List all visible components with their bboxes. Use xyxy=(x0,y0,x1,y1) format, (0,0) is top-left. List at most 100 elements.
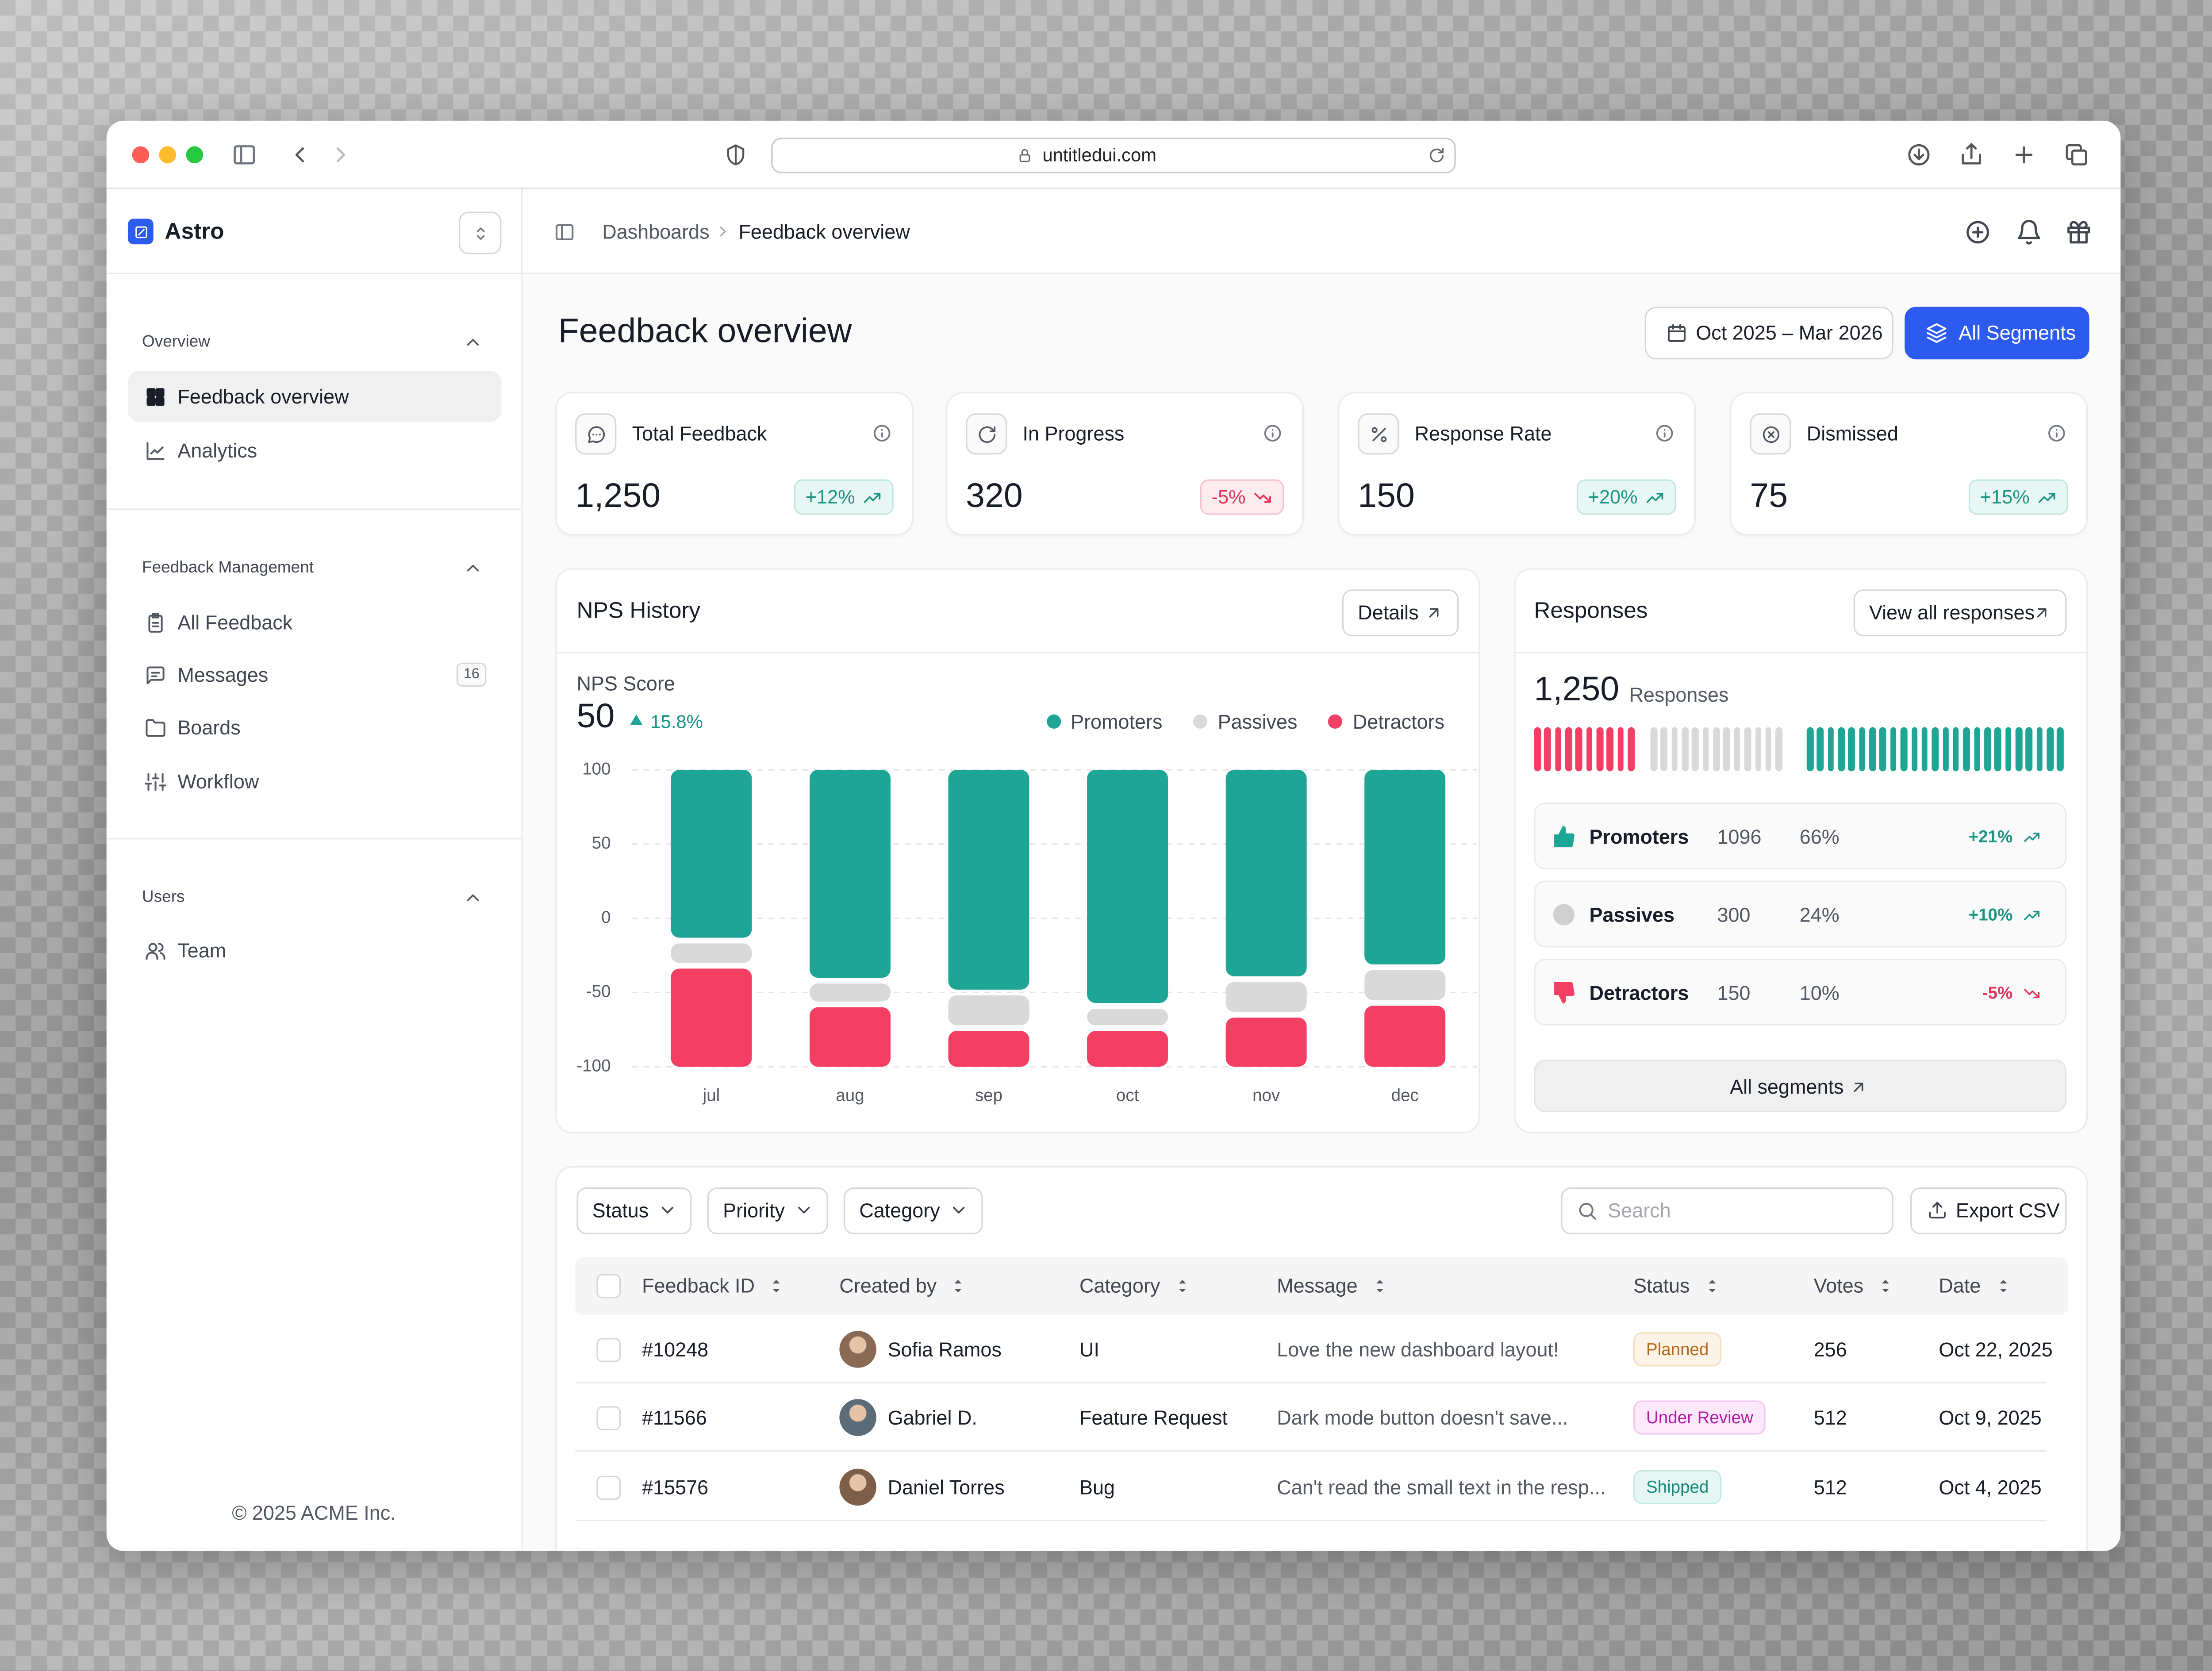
nav-icon-part xyxy=(145,718,165,736)
panel-toggle xyxy=(555,223,573,240)
response-tick xyxy=(1838,727,1845,772)
segment-icon-part xyxy=(1553,904,1575,926)
header-action[interactable] xyxy=(1964,218,1991,245)
nav-icon xyxy=(146,441,164,459)
legend-swatch xyxy=(1046,714,1061,729)
all-segments-button[interactable] xyxy=(1534,1060,2067,1112)
bar-segment xyxy=(1364,970,1446,1000)
legend-swatch xyxy=(1194,714,1208,729)
nav-icon-part xyxy=(154,387,164,396)
details-button[interactable] xyxy=(1342,589,1459,637)
browser-action xyxy=(2015,146,2033,164)
forward-part xyxy=(336,147,346,162)
column-header[interactable]: Date xyxy=(1939,1274,2013,1297)
response-tick xyxy=(1890,727,1897,772)
status-badge: Under Review xyxy=(1633,1400,1766,1435)
filter-label: Status xyxy=(592,1199,649,1222)
bar-segment xyxy=(671,770,752,938)
column-header[interactable]: Status xyxy=(1633,1274,1722,1297)
kpi-card xyxy=(946,392,1304,536)
response-tick xyxy=(2005,727,2012,772)
column-header[interactable]: Created by xyxy=(839,1274,969,1297)
response-tick xyxy=(1994,727,2001,772)
header-action[interactable] xyxy=(2015,218,2042,245)
header-action[interactable] xyxy=(2064,218,2091,245)
column-header[interactable]: Category xyxy=(1079,1274,1193,1297)
reload-part xyxy=(1429,147,1443,162)
forward xyxy=(336,147,346,162)
legend-item: Passives xyxy=(1194,710,1298,733)
collapse xyxy=(467,894,479,901)
responses-total: 1,250 xyxy=(1534,670,1620,709)
sort xyxy=(1999,1279,2007,1292)
kpi-change: +12% xyxy=(794,479,894,515)
view-button[interactable] xyxy=(1853,589,2067,637)
cal-icon-part xyxy=(1667,323,1685,332)
kpi-card xyxy=(1338,392,1696,536)
sort xyxy=(955,1279,963,1292)
upload-icon-part xyxy=(1929,1202,1946,1219)
layers-icon-part xyxy=(1926,323,1946,342)
bar-segment xyxy=(809,770,891,978)
address-bar[interactable] xyxy=(771,138,1456,173)
browser-action-part xyxy=(2066,144,2082,160)
cell: #15576 xyxy=(642,1475,709,1499)
trend xyxy=(2023,988,2039,998)
sort-part xyxy=(1882,1279,1889,1292)
response-tick xyxy=(1628,727,1635,772)
response-tick xyxy=(1617,727,1624,772)
trend xyxy=(2038,492,2055,502)
cell: Can't read the small text in the resp... xyxy=(1277,1475,1606,1499)
checkbox[interactable] xyxy=(596,1338,621,1362)
filter-button[interactable] xyxy=(707,1187,828,1234)
chevron-part xyxy=(798,1206,810,1214)
segment-change: +10% xyxy=(1968,905,2013,925)
segment-icon xyxy=(1554,982,1575,1004)
response-tick xyxy=(1555,727,1562,772)
browser-action-part xyxy=(1908,144,1930,166)
checkbox[interactable] xyxy=(596,1274,621,1298)
browser-action xyxy=(2066,144,2087,166)
layers-icon xyxy=(1926,323,1946,342)
chevron-part xyxy=(952,1206,965,1214)
traffic-light[interactable] xyxy=(159,146,177,164)
bar-segment xyxy=(1087,1031,1168,1067)
column-header[interactable]: Votes xyxy=(1814,1274,1896,1297)
column-label: Category xyxy=(1079,1274,1160,1297)
table-card xyxy=(555,1166,2088,1551)
response-tick xyxy=(1661,727,1667,772)
sidebar-toggle-part xyxy=(234,145,255,165)
checkbox[interactable] xyxy=(596,1475,621,1500)
filter-label: Category xyxy=(859,1199,940,1222)
column-label: Date xyxy=(1939,1274,1981,1297)
response-tick xyxy=(1544,727,1551,772)
workspace-switcher[interactable] xyxy=(458,211,502,254)
breadcrumb-sep-part xyxy=(720,227,726,237)
browser-action xyxy=(1962,143,1981,165)
checkbox[interactable] xyxy=(596,1406,621,1430)
bar-segment xyxy=(1364,1006,1446,1067)
response-tick xyxy=(1963,727,1970,772)
traffic-light[interactable] xyxy=(186,146,204,164)
sort xyxy=(1179,1279,1186,1292)
breadcrumb: Feedback overview xyxy=(738,220,910,243)
nav-label: Analytics xyxy=(177,439,257,462)
upload-icon xyxy=(1929,1202,1946,1219)
nav-item[interactable] xyxy=(127,370,502,422)
responses-total-label: Responses xyxy=(1629,683,1729,706)
response-tick xyxy=(2047,727,2054,772)
traffic-light[interactable] xyxy=(132,146,150,164)
export-button[interactable] xyxy=(1910,1187,2067,1234)
column-header[interactable]: Message xyxy=(1277,1274,1390,1297)
search-input[interactable] xyxy=(1561,1187,1893,1234)
lock-part xyxy=(1018,154,1029,161)
sort-part xyxy=(773,1279,780,1292)
browser-action-part xyxy=(2015,146,2033,164)
column-header[interactable]: Feedback ID xyxy=(642,1274,787,1297)
response-tick xyxy=(1723,727,1730,772)
date-button[interactable] xyxy=(1644,307,1893,360)
filter-button[interactable] xyxy=(576,1187,692,1234)
panel-toggle-part xyxy=(555,223,573,240)
filter-button[interactable] xyxy=(844,1187,983,1234)
